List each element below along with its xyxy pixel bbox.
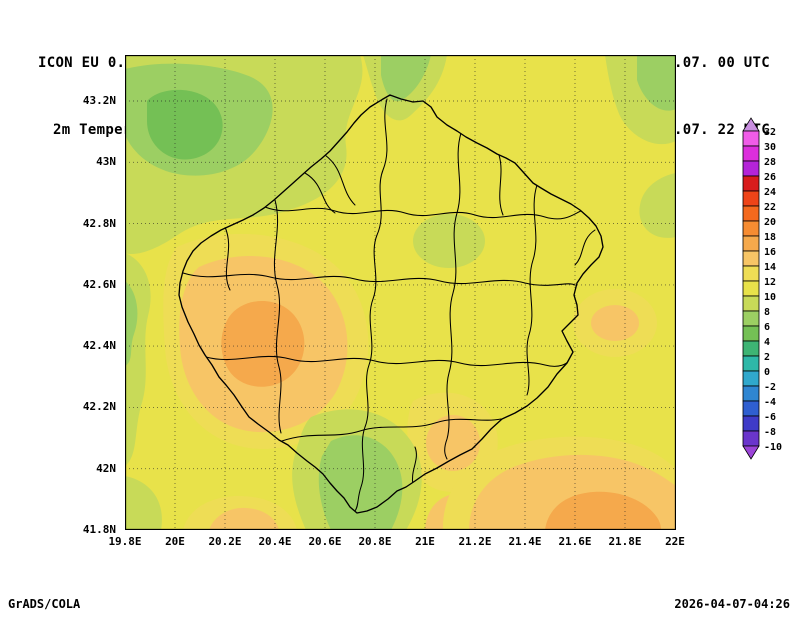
- temp-band-region: [221, 300, 305, 387]
- lat-tick-label: 42N: [96, 461, 116, 475]
- legend-value-label: -4: [764, 397, 776, 408]
- legend-value-label: 20: [764, 217, 776, 228]
- lon-tick-label: 20.4E: [258, 535, 292, 548]
- legend-color-band: [742, 370, 760, 387]
- legend-value-label: 4: [764, 337, 770, 348]
- legend-below-arrow: [742, 445, 760, 460]
- legend-color-band: [742, 265, 760, 282]
- legend-value-label: 0: [764, 367, 770, 378]
- legend-color-band: [742, 355, 760, 372]
- lon-tick-label: 20.6E: [308, 535, 342, 548]
- legend-value-label: 12: [764, 277, 776, 288]
- temperature-field: [125, 55, 676, 530]
- lat-tick-label: 42.8N: [82, 216, 116, 230]
- legend-color-band: [742, 145, 760, 162]
- legend-color-band: [742, 220, 760, 237]
- lon-tick-label: 22E: [665, 535, 685, 548]
- legend-color-band: [742, 160, 760, 177]
- legend-color-band: [742, 205, 760, 222]
- legend-color-band: [742, 340, 760, 357]
- legend-color-band: [742, 310, 760, 327]
- legend-value-label: 30: [764, 142, 776, 153]
- legend-above-arrow: [742, 117, 760, 132]
- temp-band-region: [125, 476, 162, 530]
- lon-tick-label: 20E: [165, 535, 185, 548]
- temp-band-region: [591, 305, 639, 341]
- temp-band-region: [147, 89, 223, 160]
- legend-color-band: [742, 190, 760, 207]
- municipality-lines: [182, 98, 596, 512]
- temp-band-region: [639, 173, 676, 238]
- legend-value-label: 24: [764, 187, 776, 198]
- legend-color-band: [742, 400, 760, 417]
- lon-tick-label: 21.6E: [558, 535, 592, 548]
- lon-tick-label: 20.2E: [208, 535, 242, 548]
- temperature-map: [125, 55, 676, 530]
- lon-tick-label: 21.4E: [508, 535, 542, 548]
- legend-value-label: 8: [764, 307, 770, 318]
- legend-value-label: -10: [764, 442, 782, 453]
- lon-tick-label: 19.8E: [108, 535, 142, 548]
- legend-color-band: [742, 415, 760, 432]
- legend-value-label: 26: [764, 172, 776, 183]
- lat-tick-label: 43N: [96, 155, 116, 169]
- lon-tick-label: 21.2E: [458, 535, 492, 548]
- legend-value-label: -8: [764, 427, 776, 438]
- lat-tick-label: 42.2N: [82, 400, 116, 414]
- lat-tick-label: 43.2N: [82, 94, 116, 107]
- legend-color-band: [742, 325, 760, 342]
- render-timestamp: 2026-04-07-04:26: [674, 597, 790, 611]
- legend-value-label: 6: [764, 322, 770, 333]
- kosovo-border: [178, 94, 604, 514]
- legend-value-label: 10: [764, 292, 776, 303]
- legend-color-band: [742, 130, 760, 147]
- temp-band-region: [209, 507, 279, 530]
- legend-color-band: [742, 235, 760, 252]
- legend-color-band: [742, 385, 760, 402]
- legend-color-band: [742, 295, 760, 312]
- legend-color-band: [742, 430, 760, 447]
- temp-band-region: [413, 214, 485, 268]
- grads-credit: GrADS/COLA: [8, 597, 81, 611]
- legend-color-band: [742, 280, 760, 297]
- legend-value-label: 32: [764, 127, 776, 138]
- lat-tick-label: 42.6N: [82, 277, 116, 291]
- legend-value-label: 22: [764, 202, 776, 213]
- temp-band-region: [318, 435, 403, 530]
- legend-value-label: 18: [764, 232, 776, 243]
- legend-color-band: [742, 175, 760, 192]
- temp-band-region: [545, 491, 661, 530]
- lon-tick-label: 20.8E: [358, 535, 392, 548]
- legend-value-label: -6: [764, 412, 776, 423]
- lat-tick-label: 41.8N: [82, 522, 116, 536]
- legend-value-label: 14: [764, 262, 776, 273]
- legend-value-label: -2: [764, 382, 776, 393]
- lon-tick-label: 21.8E: [608, 535, 642, 548]
- legend-color-band: [742, 250, 760, 267]
- kosovo-municipality-borders: [178, 94, 604, 514]
- map-frame: [125, 55, 676, 530]
- temp-band-region: [381, 55, 431, 102]
- temp-band-region: [637, 55, 676, 111]
- lon-tick-label: 21E: [415, 535, 435, 548]
- temp-band-region: [426, 415, 480, 471]
- legend-value-label: 16: [764, 247, 776, 258]
- lat-tick-label: 42.4N: [82, 339, 116, 353]
- temp-band-region: [125, 281, 138, 366]
- legend-value-label: 2: [764, 352, 770, 363]
- legend-value-label: 28: [764, 157, 776, 168]
